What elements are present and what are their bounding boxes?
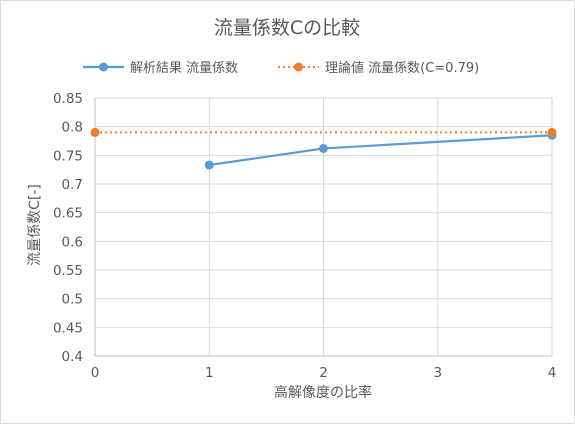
series-line-0	[209, 134, 553, 167]
y-tick-label: 0.8	[62, 120, 83, 136]
y-tick-label: 0.45	[53, 320, 83, 336]
x-axis-label: 高解像度の比率	[274, 384, 372, 401]
y-tick-label: 0.65	[53, 206, 83, 222]
data-point-series-1	[90, 127, 100, 137]
x-tick-label: 4	[548, 365, 557, 381]
x-tick-label: 1	[205, 365, 214, 381]
chart-title: 流量係数Cの比較	[214, 17, 360, 39]
y-axis-label: 流量係数C[-]	[27, 184, 43, 266]
y-tick-label: 0.75	[53, 148, 83, 164]
series-group	[90, 127, 557, 170]
data-point-series-0	[319, 143, 328, 153]
y-tick-label: 0.6	[62, 234, 83, 250]
gridlines	[95, 97, 553, 356]
y-tick-label: 0.85	[53, 91, 83, 107]
y-tick-label: 0.7	[62, 177, 83, 193]
y-tick-labels: 0.4 0.45 0.5 0.55 0.6 0.65 0.7 0.75 0.8 0.85	[53, 91, 83, 365]
x-tick-label: 3	[433, 365, 442, 381]
axes	[94, 98, 552, 357]
x-tick-label: 2	[319, 365, 328, 381]
x-tick-labels: 0 1 2 3 4	[91, 365, 557, 381]
data-point-series-0	[204, 160, 214, 170]
legend-label-analysis: 解析結果 流量係数	[130, 61, 238, 76]
legend-label-theory: 理論値 流量係数(C=0.79)	[325, 60, 479, 76]
legend-marker-theory	[294, 62, 303, 72]
data-point-series-1	[547, 127, 557, 137]
legend: 解析結果 流量係数 理論値 流量係数(C=0.79)	[83, 60, 479, 76]
legend-marker-analysis	[99, 62, 108, 72]
x-tick-label: 0	[91, 365, 100, 381]
y-tick-label: 0.55	[53, 263, 83, 279]
y-tick-label: 0.4	[62, 349, 83, 365]
y-tick-label: 0.5	[62, 292, 83, 308]
